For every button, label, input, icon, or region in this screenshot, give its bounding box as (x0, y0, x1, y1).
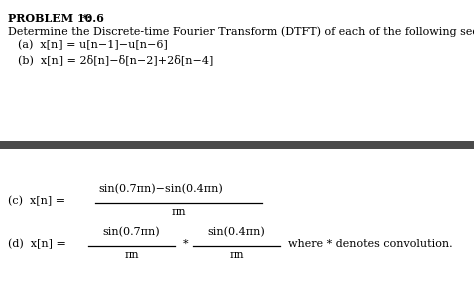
Text: sin(0.4πn): sin(0.4πn) (208, 227, 265, 237)
Text: sin(0.7πn)−sin(0.4πn): sin(0.7πn)−sin(0.4πn) (98, 184, 223, 194)
Text: sin(0.7πn): sin(0.7πn) (103, 227, 160, 237)
Text: πn: πn (124, 250, 139, 260)
Text: *:: *: (82, 13, 92, 24)
Text: πn: πn (229, 250, 244, 260)
Text: *: * (183, 239, 189, 249)
Text: (a)  x[n] = u[n−1]−u[n−6]: (a) x[n] = u[n−1]−u[n−6] (18, 40, 168, 50)
Text: where * denotes convolution.: where * denotes convolution. (288, 239, 453, 249)
Text: (c)  x[n] =: (c) x[n] = (8, 196, 65, 206)
Bar (0, 141, 474, 149)
Text: PROBLEM 10.6: PROBLEM 10.6 (8, 13, 104, 24)
Text: πn: πn (171, 207, 186, 217)
Text: (d)  x[n] =: (d) x[n] = (8, 239, 66, 249)
Text: Determine the Discrete-time Fourier Transform (DTFT) of each of the following se: Determine the Discrete-time Fourier Tran… (8, 26, 474, 37)
Text: (b)  x[n] = 2δ[n]−δ[n−2]+2δ[n−4]: (b) x[n] = 2δ[n]−δ[n−2]+2δ[n−4] (18, 54, 213, 65)
